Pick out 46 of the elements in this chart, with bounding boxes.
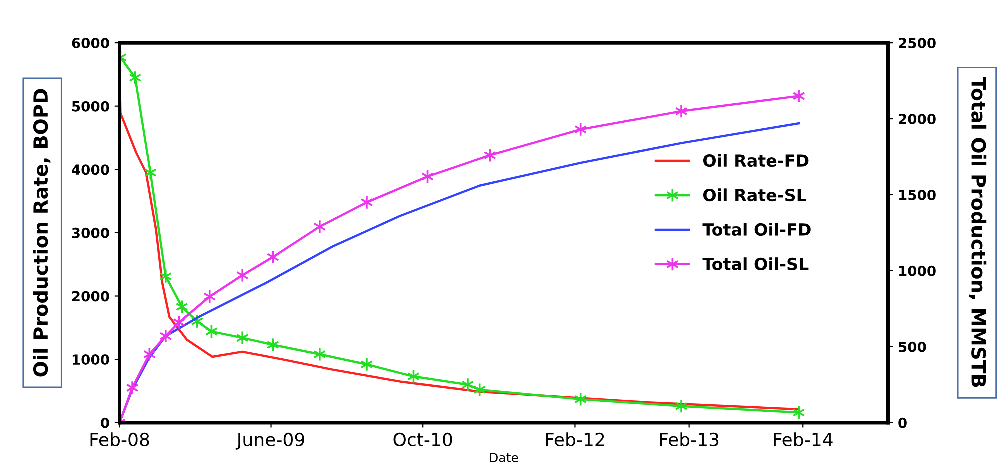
point [360, 357, 374, 372]
point [160, 269, 172, 284]
point [266, 338, 280, 352]
y-tick-label: 2000 [72, 291, 110, 302]
x-tick-label: Feb-08 [90, 432, 150, 447]
point [236, 268, 249, 283]
point [126, 380, 139, 396]
point [204, 290, 216, 304]
y-tick-label: 6000 [72, 38, 110, 49]
y-axis-title: Oil Production Rate, BOPD [33, 89, 51, 377]
y-tick-label: 0 [101, 418, 110, 428]
y2-tick-label: 2500 [899, 38, 936, 49]
y2-tick-label: 2000 [899, 114, 936, 124]
point [160, 329, 172, 344]
x-tick-label: Oct-10 [394, 432, 452, 447]
point [236, 330, 249, 346]
legend-label: Oil Rate-FD [704, 154, 809, 168]
y-tick-label: 5000 [72, 101, 110, 112]
point [484, 148, 496, 163]
point [314, 220, 326, 234]
x-tick-label: Feb-13 [660, 432, 719, 447]
point [129, 70, 142, 86]
point [675, 104, 688, 119]
y-tick-label: 1000 [72, 354, 110, 366]
y-tick-label: 4000 [72, 164, 110, 176]
y-tick-label: 3000 [72, 228, 110, 238]
point [462, 378, 474, 392]
y2-tick-label: 0 [898, 418, 907, 428]
legend-label: Total Oil-SL [702, 258, 809, 270]
y2-tick-label: 1000 [900, 266, 936, 276]
legend-label: Total Oil-FD [702, 223, 811, 236]
point [792, 89, 806, 104]
y2-tick-label: 500 [899, 342, 926, 352]
x-axis-title: Date [490, 453, 518, 463]
point [792, 406, 806, 420]
y2-tick-label: 1500 [900, 190, 936, 200]
x-tick-label: Feb-14 [774, 432, 833, 447]
point [360, 195, 374, 210]
point [675, 399, 688, 414]
point [266, 250, 280, 264]
y2-axis-title: Total Oil Production, MMSTB [969, 77, 987, 388]
point [144, 166, 157, 180]
point [176, 300, 188, 314]
x-tick-label: Feb-12 [546, 432, 604, 447]
x-tick-label: June-09 [236, 432, 304, 450]
legend-label: Oil Rate-SL [704, 188, 806, 202]
